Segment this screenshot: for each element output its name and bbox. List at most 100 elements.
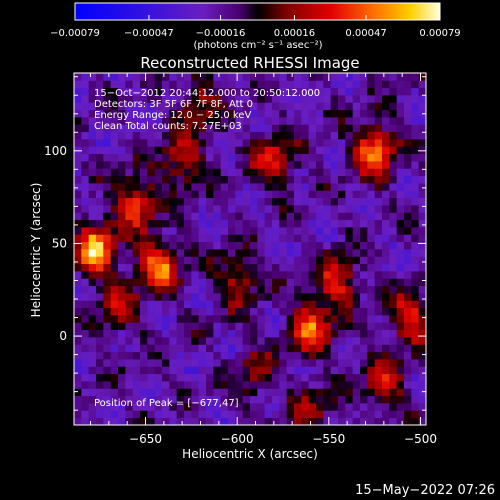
heatmap-cell bbox=[396, 175, 405, 184]
heatmap-cell bbox=[74, 205, 82, 213]
heatmap-cell bbox=[301, 315, 310, 323]
heatmap-cell bbox=[154, 381, 163, 389]
heatmap-cell bbox=[242, 249, 251, 257]
heatmap-cell bbox=[176, 102, 185, 111]
heatmap-cell bbox=[81, 139, 90, 147]
heatmap-cell bbox=[125, 271, 134, 279]
heatmap-cell bbox=[132, 359, 141, 367]
heatmap-cell bbox=[389, 388, 398, 397]
heatmap-cell bbox=[220, 153, 229, 162]
heatmap-cell bbox=[206, 161, 214, 169]
heatmap-cell bbox=[308, 271, 317, 279]
heatmap-cell bbox=[404, 271, 412, 279]
heatmap-cell bbox=[308, 307, 317, 316]
heatmap-cell bbox=[74, 417, 82, 426]
heatmap-cell bbox=[235, 410, 244, 419]
heatmap-cell bbox=[228, 307, 236, 316]
heatmap-cell bbox=[110, 381, 119, 389]
heatmap-cell bbox=[411, 388, 420, 397]
heatmap-cell bbox=[316, 102, 324, 111]
heatmap-cell bbox=[418, 234, 427, 243]
heatmap-cell bbox=[154, 278, 163, 287]
heatmap-cell bbox=[330, 131, 339, 140]
heatmap-cell bbox=[389, 95, 398, 103]
heatmap-cell bbox=[154, 205, 163, 213]
heatmap-cell bbox=[301, 366, 310, 375]
heatmap-cell bbox=[345, 322, 354, 331]
heatmap-cell bbox=[140, 168, 148, 177]
heatmap-cell bbox=[169, 263, 178, 272]
heatmap-cell bbox=[301, 109, 310, 118]
heatmap-cell bbox=[352, 263, 361, 272]
heatmap-cell bbox=[191, 359, 200, 367]
heatmap-cell bbox=[367, 329, 376, 338]
heatmap-cell bbox=[279, 307, 288, 316]
heatmap-cell bbox=[294, 190, 302, 199]
heatmap-cell bbox=[345, 241, 354, 250]
heatmap-cell bbox=[235, 344, 244, 353]
heatmap-cell bbox=[169, 381, 178, 389]
heatmap-cell bbox=[250, 87, 258, 96]
heatmap-cell bbox=[213, 373, 222, 382]
heatmap-cell bbox=[367, 366, 376, 375]
heatmap-cell bbox=[382, 161, 390, 169]
heatmap-cell bbox=[294, 395, 302, 404]
heatmap-cell bbox=[404, 161, 412, 169]
heatmap-cell bbox=[125, 366, 134, 375]
heatmap-cell bbox=[250, 95, 258, 103]
heatmap-cell bbox=[176, 403, 185, 411]
heatmap-cell bbox=[118, 146, 126, 155]
heatmap-cell bbox=[81, 381, 90, 389]
heatmap-cell bbox=[206, 109, 214, 118]
heatmap-cell bbox=[125, 234, 134, 243]
heatmap-cell bbox=[396, 278, 405, 287]
heatmap-cell bbox=[301, 249, 310, 257]
heatmap-cell bbox=[301, 388, 310, 397]
heatmap-cell bbox=[308, 168, 317, 177]
heatmap-cell bbox=[228, 293, 236, 301]
heatmap-cell bbox=[191, 190, 200, 199]
heatmap-cell bbox=[235, 300, 244, 309]
heatmap-cell bbox=[316, 139, 324, 147]
heatmap-cell bbox=[396, 219, 405, 228]
heatmap-cell bbox=[264, 234, 273, 243]
heatmap-cell bbox=[396, 271, 405, 279]
heatmap-cell bbox=[338, 271, 346, 279]
heatmap-cell bbox=[308, 124, 317, 133]
heatmap-cell bbox=[110, 344, 119, 353]
heatmap-cell bbox=[96, 344, 104, 353]
heatmap-cell bbox=[88, 351, 97, 360]
heatmap-cell bbox=[103, 263, 112, 272]
heatmap-cell bbox=[140, 175, 148, 184]
heatmap-cell bbox=[316, 183, 324, 191]
heatmap-cell bbox=[294, 300, 302, 309]
heatmap-cell bbox=[316, 212, 324, 221]
heatmap-cell bbox=[396, 109, 405, 118]
heatmap-cell bbox=[272, 366, 280, 375]
heatmap-cell bbox=[257, 315, 266, 323]
heatmap-cell bbox=[118, 315, 126, 323]
heatmap-cell bbox=[257, 388, 266, 397]
heatmap-cell bbox=[352, 102, 361, 111]
heatmap-cell bbox=[118, 139, 126, 147]
heatmap-cell bbox=[103, 73, 112, 81]
heatmap-cell bbox=[184, 403, 192, 411]
heatmap-cell bbox=[360, 315, 368, 323]
heatmap-cell bbox=[206, 307, 214, 316]
heatmap-cell bbox=[206, 351, 214, 360]
heatmap-cell bbox=[330, 234, 339, 243]
heatmap-cell bbox=[140, 227, 148, 235]
heatmap-cell bbox=[345, 307, 354, 316]
heatmap-cell bbox=[147, 307, 156, 316]
heatmap-cell bbox=[279, 124, 288, 133]
heatmap-cell bbox=[338, 197, 346, 206]
heatmap-cell bbox=[389, 73, 398, 81]
heatmap-cell bbox=[257, 117, 266, 125]
heatmap-cell bbox=[110, 139, 119, 147]
heatmap-cell bbox=[242, 256, 251, 265]
heatmap-cell bbox=[352, 351, 361, 360]
heatmap-cell bbox=[103, 219, 112, 228]
heatmap-cell bbox=[396, 300, 405, 309]
heatmap-cell bbox=[162, 161, 170, 169]
heatmap-cell bbox=[118, 131, 126, 140]
